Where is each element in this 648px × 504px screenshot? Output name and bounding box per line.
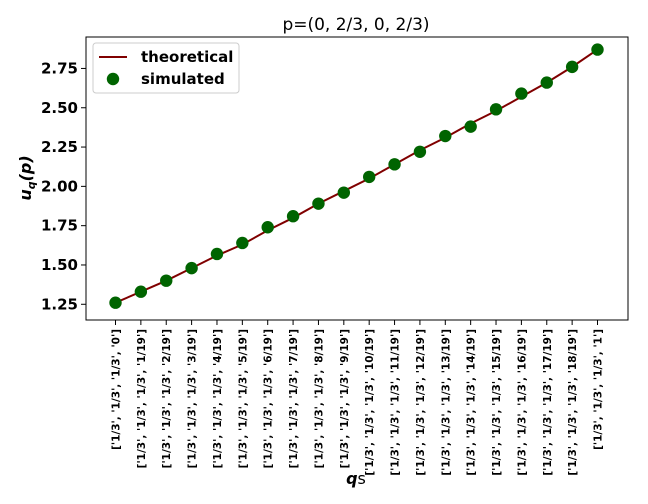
x-tick-label: ['1/3', '1/3', '1/3', '0']	[111, 329, 123, 450]
data-point-simulated	[439, 129, 452, 143]
y-tick-label: 2.75	[41, 59, 78, 77]
plot-area	[85, 36, 629, 321]
y-axis-label: uq(p)	[16, 155, 38, 200]
x-axis-label-main: q	[346, 469, 357, 488]
data-point-simulated	[515, 87, 528, 100]
legend-label-theoretical: theoretical	[141, 48, 233, 66]
x-tick-label: ['1/3', '1/3', '1/3', '3/19']	[187, 329, 199, 468]
data-point-simulated	[160, 274, 173, 287]
x-tick-label: ['1/3', '1/3', '1/3', '12/19']	[415, 329, 427, 476]
y-tick-label: 1.25	[41, 295, 78, 313]
y-tick-label: 1.50	[41, 256, 78, 274]
x-tick-label: ['1/3', '1/3', '1/3', '6/19']	[263, 329, 275, 468]
x-tick-label: ['1/3', '1/3', '1/3', '5/19']	[237, 329, 249, 468]
data-point-simulated	[489, 103, 503, 116]
data-point-simulated	[236, 236, 249, 250]
data-point-simulated	[261, 221, 274, 234]
legend: theoretical simulated	[92, 42, 240, 94]
x-tick-label: ['1/3', '1/3', '1/3', '14/19']	[466, 329, 478, 476]
data-point-simulated	[210, 247, 224, 261]
y-tick-label: 1.75	[41, 217, 78, 235]
chart-title: p=(0, 2/3, 0, 2/3)	[282, 15, 429, 35]
data-point-simulated	[109, 296, 122, 309]
data-point-simulated	[540, 76, 553, 89]
y-tick-label: 2.00	[41, 177, 78, 195]
data-point-simulated	[591, 43, 604, 56]
x-tick-label: ['1/3', '1/3', '1/3', '15/19']	[491, 329, 503, 476]
y-tick-label: 2.50	[41, 99, 78, 117]
data-point-simulated	[565, 60, 579, 74]
x-tick-label: ['1/3', '1/3', '1/3', '16/19']	[516, 329, 528, 476]
x-tick-label: ['1/3', '1/3', '1/3', '1/19']	[136, 329, 148, 468]
x-tick-label: ['1/3', '1/3', '1/3', '7/19']	[288, 329, 300, 468]
x-tick-label: ['1/3', '1/3', '1/3', '11/19']	[390, 329, 402, 476]
y-tick-label: 2.25	[41, 138, 78, 156]
data-point-simulated	[464, 120, 477, 133]
x-tick-label: ['1/3', '1/3', '1/3', '4/19']	[212, 329, 224, 468]
legend-marker-swatch	[106, 72, 120, 86]
data-point-simulated	[337, 186, 351, 199]
legend-box	[92, 42, 240, 94]
x-axis-label: qs	[346, 469, 366, 488]
data-point-simulated	[413, 145, 427, 158]
x-tick-label: ['1/3', '1/3', '1/3', '1']	[593, 329, 605, 450]
y-axis-label-main: u	[16, 189, 35, 200]
x-tick-label: ['1/3', '1/3', '1/3', '10/19']	[364, 329, 376, 476]
data-point-simulated	[134, 285, 148, 298]
data-point-simulated	[362, 170, 376, 184]
plot-frame	[85, 36, 629, 321]
x-tick-label: ['1/3', '1/3', '1/3', '17/19']	[542, 329, 554, 476]
y-axis: 1.25 1.50 1.75 2.00 2.25 2.50 2.75	[41, 59, 86, 313]
x-axis-label-suffix: s	[358, 469, 366, 488]
legend-label-simulated: simulated	[141, 70, 225, 88]
x-tick-label: ['1/3', '1/3', '1/3', '13/19']	[440, 329, 452, 476]
data-point-simulated	[388, 158, 401, 171]
y-axis-label-sub: q	[25, 181, 38, 189]
data-point-simulated	[312, 197, 325, 210]
data-point-simulated	[286, 210, 300, 223]
x-tick-label: ['1/3', '1/3', '1/3', '18/19']	[567, 329, 579, 476]
y-axis-label-arg: (p)	[16, 155, 35, 181]
x-tick-label: ['1/3', '1/3', '1/3', '2/19']	[161, 329, 173, 468]
x-axis: ['1/3', '1/3', '1/3', '0'] ['1/3', '1/3',…	[111, 320, 605, 476]
data-point-simulated	[185, 261, 198, 275]
x-tick-label: ['1/3', '1/3', '1/3', '9/19']	[339, 329, 351, 468]
x-tick-label: ['1/3', '1/3', '1/3', '8/19']	[313, 329, 325, 468]
